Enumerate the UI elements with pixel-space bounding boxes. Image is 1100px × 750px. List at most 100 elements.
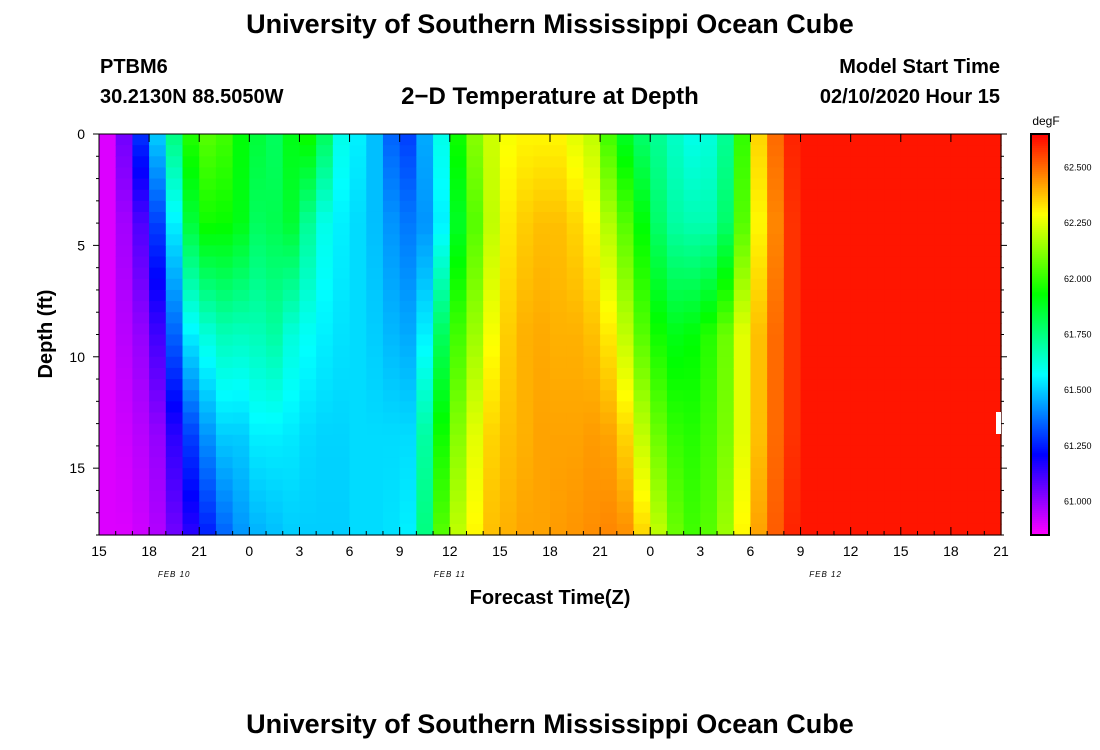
heatmap-cell xyxy=(516,390,534,402)
heatmap-cell xyxy=(282,479,301,492)
heatmap-cell xyxy=(165,234,184,246)
heatmap-cell xyxy=(282,245,301,258)
heatmap-cell xyxy=(633,267,651,280)
heatmap-cell xyxy=(733,234,752,246)
heatmap-cell xyxy=(366,223,384,235)
heatmap-cell xyxy=(466,379,484,391)
heatmap-cell xyxy=(115,256,133,269)
heatmap-cell xyxy=(817,245,835,258)
heatmap-cell xyxy=(266,289,284,302)
heatmap-cell xyxy=(783,312,802,324)
heatmap-cell xyxy=(533,379,551,391)
colorbar-tick-label: 62.250 xyxy=(1064,218,1092,228)
heatmap-cell xyxy=(817,423,835,436)
colorbar-swatch xyxy=(1031,340,1049,344)
heatmap-cell xyxy=(950,289,969,302)
heatmap-cell xyxy=(466,167,484,180)
heatmap-cell xyxy=(416,390,434,402)
colorbar-swatch xyxy=(1031,402,1049,406)
heatmap-cell xyxy=(232,501,250,514)
y-tick-label: 0 xyxy=(77,126,85,142)
colorbar-swatch xyxy=(1031,292,1049,295)
heatmap-cell xyxy=(683,468,701,480)
colorbar-swatch xyxy=(1031,250,1049,253)
heatmap-cell xyxy=(282,289,301,302)
heatmap-cell xyxy=(249,501,267,514)
heatmap-cell xyxy=(950,245,969,258)
heatmap-cell xyxy=(366,312,384,324)
heatmap-cell xyxy=(449,434,468,447)
heatmap-cell xyxy=(382,490,401,503)
heatmap-cell xyxy=(382,423,401,436)
heatmap-cell xyxy=(583,401,601,414)
colorbar-swatch xyxy=(1031,444,1049,448)
heatmap-cell xyxy=(583,289,601,302)
heatmap-cell xyxy=(917,412,935,425)
heatmap-cell xyxy=(917,512,935,525)
heatmap-cell xyxy=(750,301,768,313)
heatmap-cell xyxy=(700,189,718,202)
heatmap-cell xyxy=(717,245,735,258)
heatmap-cell xyxy=(650,178,668,191)
colorbar-swatch xyxy=(1031,368,1049,372)
heatmap-cell xyxy=(817,445,835,458)
heatmap-cell xyxy=(750,423,768,436)
heatmap-cell xyxy=(616,145,635,157)
heatmap-cell xyxy=(566,479,584,492)
heatmap-cell xyxy=(566,412,584,425)
heatmap-cell xyxy=(182,490,200,503)
heatmap-cell xyxy=(867,379,885,391)
heatmap-cell xyxy=(516,134,534,146)
heatmap-cell xyxy=(767,256,785,269)
heatmap-cell xyxy=(817,479,835,492)
heatmap-cell xyxy=(583,200,601,213)
colorbar-swatch xyxy=(1031,446,1049,450)
heatmap-cell xyxy=(299,390,317,402)
heatmap-cell xyxy=(850,134,868,146)
heatmap-cell xyxy=(950,401,969,414)
heatmap-cell xyxy=(967,334,985,347)
heatmap-cell xyxy=(332,256,351,269)
heatmap-cell xyxy=(499,445,518,458)
heatmap-cell xyxy=(600,423,618,436)
heatmap-cell xyxy=(950,434,969,447)
heatmap-cell xyxy=(850,434,868,447)
heatmap-cell xyxy=(399,167,417,180)
heatmap-cell xyxy=(717,200,735,213)
colorbar-swatch xyxy=(1031,298,1049,302)
heatmap-cell xyxy=(783,401,802,414)
heatmap-cell xyxy=(466,289,484,302)
heatmap-cell xyxy=(633,401,651,414)
heatmap-cell xyxy=(867,200,885,213)
heatmap-cell xyxy=(850,379,868,391)
heatmap-cell xyxy=(867,457,885,469)
colorbar-tick-label: 61.250 xyxy=(1064,441,1092,451)
heatmap-cell xyxy=(366,445,384,458)
heatmap-cell xyxy=(767,412,785,425)
heatmap-cell xyxy=(466,200,484,213)
y-tick-label: 15 xyxy=(69,460,85,476)
heatmap-cell xyxy=(299,234,317,246)
colorbar-swatch xyxy=(1031,224,1049,227)
heatmap-cell xyxy=(199,278,217,291)
heatmap-cell xyxy=(416,234,434,246)
heatmap-cell xyxy=(800,278,818,291)
heatmap-cell xyxy=(466,401,484,414)
heatmap-cell xyxy=(550,479,568,492)
heatmap-cell xyxy=(817,356,835,369)
heatmap-cell xyxy=(583,479,601,492)
heatmap-cell xyxy=(750,289,768,302)
heatmap-cell xyxy=(984,211,1002,224)
heatmap-cell xyxy=(800,434,818,447)
heatmap-cell xyxy=(833,423,852,436)
plot-title: 2−D Temperature at Depth xyxy=(401,83,699,110)
colorbar-swatch xyxy=(1031,418,1049,422)
heatmap-cell xyxy=(433,457,451,469)
heatmap-cell xyxy=(950,323,969,336)
heatmap-cell xyxy=(683,178,701,191)
heatmap-cell xyxy=(750,223,768,235)
colorbar-swatch xyxy=(1031,526,1049,530)
heatmap-cell xyxy=(232,412,250,425)
heatmap-cell xyxy=(833,323,852,336)
heatmap-cell xyxy=(633,178,651,191)
